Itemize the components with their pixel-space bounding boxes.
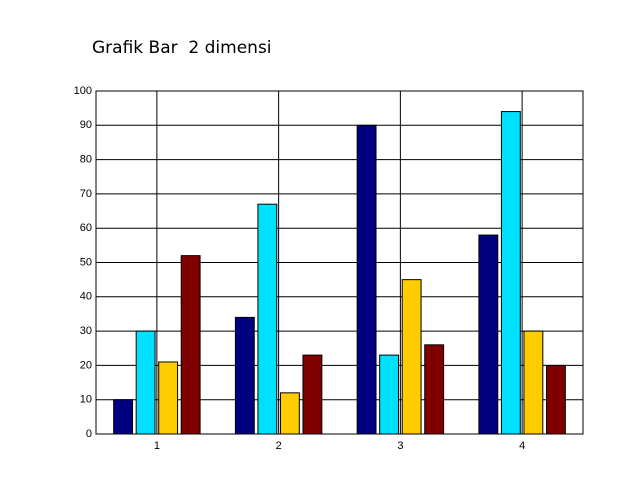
y-tick-label: 50 <box>80 256 92 268</box>
y-tick-label: 80 <box>80 154 92 166</box>
plot-frame <box>95 90 584 435</box>
bar <box>401 279 422 435</box>
bar <box>545 364 566 435</box>
bar <box>180 255 201 435</box>
bar <box>379 354 400 435</box>
y-tick-label: 60 <box>80 222 92 234</box>
bar <box>234 316 255 435</box>
bar <box>424 344 445 435</box>
x-tick-label: 1 <box>154 440 160 452</box>
bar <box>135 330 156 435</box>
y-tick-label: 90 <box>80 119 92 131</box>
y-tick-label: 30 <box>80 325 92 337</box>
bar <box>113 399 134 435</box>
y-tick-label: 20 <box>80 359 92 371</box>
bar <box>302 354 323 435</box>
bar <box>158 361 179 435</box>
x-tick-label: 4 <box>519 440 525 452</box>
bar <box>279 392 300 435</box>
bar <box>523 330 544 435</box>
chart-title: Grafik Bar 2 dimensi <box>92 38 272 58</box>
y-tick-label: 10 <box>80 394 92 406</box>
bar <box>257 203 278 435</box>
x-tick-label: 3 <box>397 440 403 452</box>
bar <box>356 124 377 435</box>
y-tick-label: 0 <box>86 428 92 440</box>
x-tick-label: 2 <box>276 440 282 452</box>
y-tick-label: 40 <box>80 291 92 303</box>
y-tick-label: 70 <box>80 188 92 200</box>
y-tick-label: 100 <box>74 85 92 97</box>
bar <box>478 234 499 435</box>
bar <box>500 111 521 435</box>
